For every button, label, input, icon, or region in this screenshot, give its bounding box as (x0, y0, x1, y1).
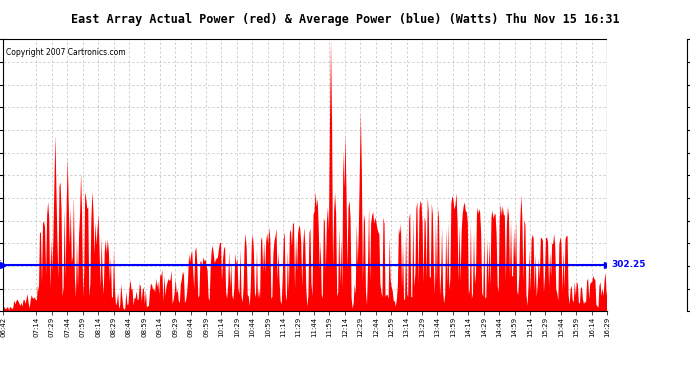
Text: 302.25: 302.25 (0, 260, 1, 269)
Text: East Array Actual Power (red) & Average Power (blue) (Watts) Thu Nov 15 16:31: East Array Actual Power (red) & Average … (70, 13, 620, 26)
Text: 302.25: 302.25 (611, 260, 646, 269)
Text: Copyright 2007 Cartronics.com: Copyright 2007 Cartronics.com (6, 48, 126, 57)
